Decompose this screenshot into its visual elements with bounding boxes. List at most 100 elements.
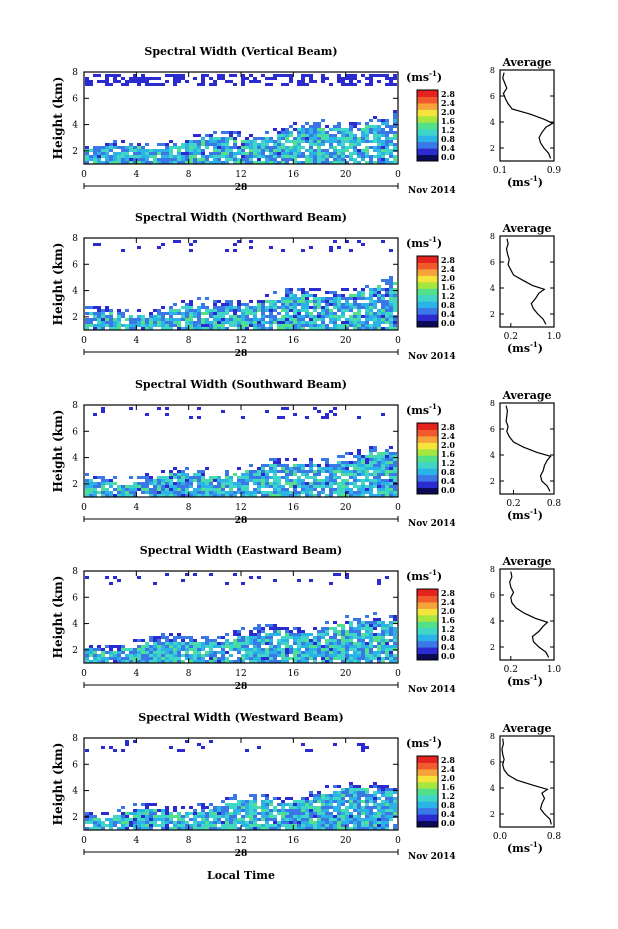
heatmap-cell <box>349 152 353 155</box>
heatmap-cell <box>345 806 349 809</box>
heatmap-cell <box>269 77 273 80</box>
heatmap-cell <box>113 155 117 158</box>
heatmap-cell <box>233 131 237 134</box>
heatmap-cell <box>141 149 145 152</box>
heatmap-cell <box>365 77 369 80</box>
profile-x-label: (ms-1) <box>507 840 543 855</box>
heatmap-cell <box>245 158 249 161</box>
heatmap-cell <box>245 137 249 140</box>
heatmap-cell <box>329 315 333 318</box>
heatmap-cell <box>353 806 357 809</box>
heatmap-cell <box>101 485 105 488</box>
heatmap-cell <box>325 161 329 164</box>
heatmap-cell <box>193 824 197 827</box>
heatmap-cell <box>313 815 317 818</box>
heatmap-cell <box>333 318 337 321</box>
heatmap-cell <box>257 155 261 158</box>
heatmap-cell <box>281 660 285 663</box>
heatmap-cell <box>361 809 365 812</box>
heatmap-cell <box>313 473 317 476</box>
heatmap-cell <box>205 482 209 485</box>
heatmap-cell <box>273 309 277 312</box>
heatmap-cell <box>109 821 113 824</box>
heatmap-cell <box>377 488 381 491</box>
heatmap-cell <box>265 476 269 479</box>
heatmap-cell <box>145 482 149 485</box>
heatmap-cell <box>157 485 161 488</box>
heatmap-cell <box>305 476 309 479</box>
heatmap-cell <box>137 318 141 321</box>
heatmap-cell <box>141 161 145 164</box>
heatmap-cell <box>165 80 169 83</box>
heatmap-cell <box>297 824 301 827</box>
heatmap-cell <box>301 806 305 809</box>
heatmap-cell <box>209 476 213 479</box>
heatmap-cell <box>125 657 129 660</box>
heatmap-cell <box>173 642 177 645</box>
heatmap-cell <box>385 449 389 452</box>
heatmap-cell <box>225 300 229 303</box>
heatmap-cell <box>305 815 309 818</box>
heatmap-cell <box>277 416 281 419</box>
profile-x-label: (ms-1) <box>507 340 543 355</box>
heatmap-cell <box>389 476 393 479</box>
heatmap-cell <box>365 131 369 134</box>
heatmap-cell <box>173 473 177 476</box>
heatmap-cell <box>381 300 385 303</box>
heatmap-cell <box>193 821 197 824</box>
heatmap-cell <box>169 491 173 494</box>
heatmap-cell <box>313 161 317 164</box>
heatmap-cell <box>165 152 169 155</box>
heatmap-cell <box>293 809 297 812</box>
heatmap-cell <box>365 645 369 648</box>
heatmap-cell <box>177 488 181 491</box>
heatmap-cell <box>89 324 93 327</box>
heatmap-cell <box>377 821 381 824</box>
heatmap-cell <box>129 660 133 663</box>
heatmap-cell <box>301 824 305 827</box>
heatmap-cell <box>229 152 233 155</box>
heatmap-cell <box>313 80 317 83</box>
heatmap-cell <box>393 485 397 488</box>
heatmap-cell <box>169 821 173 824</box>
heatmap-cell <box>185 315 189 318</box>
heatmap-cell <box>301 161 305 164</box>
y-axis-label: Height (km) <box>51 77 65 160</box>
heatmap-cell <box>389 630 393 633</box>
heatmap-cell <box>285 303 289 306</box>
heatmap-cell <box>361 818 365 821</box>
heatmap-cell <box>209 309 213 312</box>
heatmap-cell <box>157 657 161 660</box>
heatmap-cell <box>377 642 381 645</box>
heatmap-cell <box>333 470 337 473</box>
heatmap-cell <box>105 83 109 86</box>
heatmap-cell <box>365 654 369 657</box>
heatmap-cell <box>97 315 101 318</box>
heatmap-cell <box>333 821 337 824</box>
heatmap-cell <box>141 315 145 318</box>
heatmap-cell <box>337 651 341 654</box>
colorbar-tick-label: 1.6 <box>441 449 455 459</box>
heatmap-cell <box>377 818 381 821</box>
heatmap-cell <box>185 824 189 827</box>
heatmap-cell <box>257 158 261 161</box>
heatmap-cell <box>313 648 317 651</box>
heatmap-cell <box>341 461 345 464</box>
heatmap-cell <box>217 476 221 479</box>
heatmap-cell <box>217 327 221 330</box>
heatmap-cell <box>101 149 105 152</box>
heatmap-cell <box>357 143 361 146</box>
heatmap-cell <box>161 812 165 815</box>
heatmap-cell <box>269 464 273 467</box>
heatmap-cell <box>365 627 369 630</box>
heatmap-cell <box>145 806 149 809</box>
heatmap-cell <box>385 815 389 818</box>
heatmap-cell <box>149 149 153 152</box>
heatmap-cell <box>281 146 285 149</box>
heatmap-cell <box>253 636 257 639</box>
heatmap-cell <box>357 651 361 654</box>
x-tick-label: 12 <box>235 836 246 846</box>
heatmap-cell <box>369 633 373 636</box>
heatmap-cell <box>105 657 109 660</box>
heatmap-cell <box>333 797 337 800</box>
